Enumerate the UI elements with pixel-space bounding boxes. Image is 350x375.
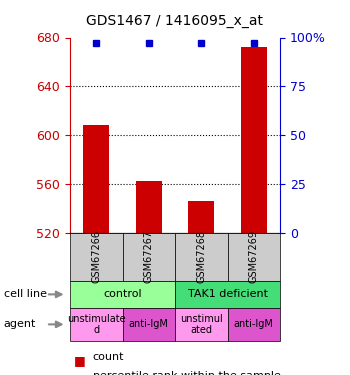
Text: unstimul
ated: unstimul ated xyxy=(180,314,223,335)
Text: GSM67268: GSM67268 xyxy=(196,230,206,284)
Bar xyxy=(83,125,109,232)
Bar xyxy=(136,182,162,232)
Text: GSM67269: GSM67269 xyxy=(249,230,259,284)
Text: count: count xyxy=(93,352,124,363)
Bar xyxy=(241,47,267,232)
Text: unstimulate
d: unstimulate d xyxy=(67,314,126,335)
Text: percentile rank within the sample: percentile rank within the sample xyxy=(93,371,281,375)
Text: TAK1 deficient: TAK1 deficient xyxy=(188,290,267,299)
Text: anti-IgM: anti-IgM xyxy=(129,320,169,329)
Text: GSM67266: GSM67266 xyxy=(91,230,101,284)
Text: GSM67267: GSM67267 xyxy=(144,230,154,284)
Text: ■: ■ xyxy=(74,373,85,375)
Text: ■: ■ xyxy=(74,354,85,368)
Bar xyxy=(188,201,214,232)
Text: agent: agent xyxy=(4,320,36,329)
Text: GDS1467 / 1416095_x_at: GDS1467 / 1416095_x_at xyxy=(86,14,264,28)
Text: cell line: cell line xyxy=(4,290,47,299)
Text: control: control xyxy=(103,290,142,299)
Text: anti-IgM: anti-IgM xyxy=(234,320,274,329)
